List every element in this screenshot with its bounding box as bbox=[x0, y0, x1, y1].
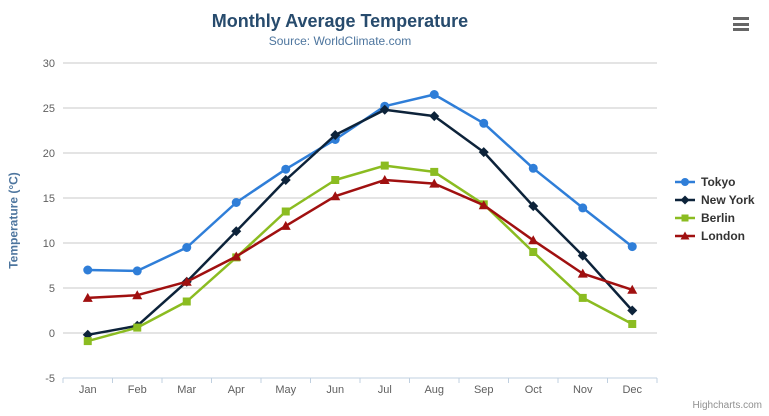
x-tick-label: Feb bbox=[128, 384, 147, 396]
x-tick-label: Jul bbox=[378, 384, 392, 396]
hamburger-icon bbox=[733, 22, 749, 26]
x-tick-label: Dec bbox=[622, 384, 642, 396]
series-line-tokyo bbox=[86, 93, 634, 273]
x-tick-label: May bbox=[275, 384, 296, 396]
y-tick-label: -5 bbox=[45, 373, 55, 385]
highcharts-credit[interactable]: Highcharts.com bbox=[692, 400, 762, 411]
y-tick-label: 10 bbox=[43, 238, 55, 250]
axis-labels: -5 0 5 10 15 20 25 30 Jan Feb Mar Apr May Jun Jul Aug Se… bbox=[43, 58, 643, 396]
legend-item-berlin[interactable]: Berlin bbox=[674, 210, 755, 226]
x-tick-label: Jun bbox=[326, 384, 344, 396]
legend-item-label: Tokyo bbox=[701, 175, 736, 189]
chart-title: Monthly Average Temperature bbox=[211, 11, 469, 31]
x-tick-label: Apr bbox=[228, 384, 245, 396]
y-tick-label: 15 bbox=[43, 193, 55, 205]
x-tick-label: Nov bbox=[573, 384, 593, 396]
series-tokyo[interactable] bbox=[83, 90, 637, 276]
x-tick-label: Aug bbox=[424, 384, 444, 396]
legend-marker-triangle-icon bbox=[675, 231, 695, 240]
y-tick-label: 30 bbox=[43, 58, 55, 70]
legend-marker-circle-icon bbox=[675, 178, 695, 186]
y-axis-title: Temperature (°C) bbox=[6, 172, 21, 269]
hamburger-icon bbox=[733, 17, 749, 20]
export-menu-button[interactable] bbox=[731, 15, 751, 33]
x-tick-label: Jan bbox=[79, 384, 97, 396]
hamburger-icon bbox=[733, 28, 749, 31]
y-tick-label: 20 bbox=[43, 148, 55, 160]
y-tick-label: 5 bbox=[49, 283, 55, 295]
series-line-berlin bbox=[86, 164, 634, 343]
x-tick-label: Sep bbox=[474, 384, 494, 396]
legend-item-new-york[interactable]: New York bbox=[674, 192, 755, 208]
x-tick-label: Oct bbox=[525, 384, 542, 396]
legend-item-tokyo[interactable]: Tokyo bbox=[674, 174, 755, 190]
legend-item-london[interactable]: London bbox=[674, 228, 755, 244]
series-line-new-york bbox=[86, 108, 634, 337]
legend-marker-diamond-icon bbox=[675, 195, 695, 205]
y-tick-label: 25 bbox=[43, 103, 55, 115]
y-tick-label: 0 bbox=[49, 328, 55, 340]
series-line-london bbox=[86, 178, 634, 300]
series-new-york[interactable] bbox=[82, 104, 638, 340]
series-berlin[interactable] bbox=[83, 161, 637, 346]
gridlines bbox=[63, 62, 657, 379]
chart-subtitle: Source: WorldClimate.com bbox=[268, 34, 412, 48]
legend-item-label: London bbox=[701, 229, 745, 243]
series-london[interactable] bbox=[82, 175, 638, 302]
legend-marker-square-icon bbox=[675, 214, 695, 222]
legend-item-label: Berlin bbox=[701, 211, 736, 225]
legend-item-label: New York bbox=[701, 193, 755, 207]
x-tick-label: Mar bbox=[177, 384, 196, 396]
legend: Tokyo New York Berlin London bbox=[674, 174, 755, 246]
